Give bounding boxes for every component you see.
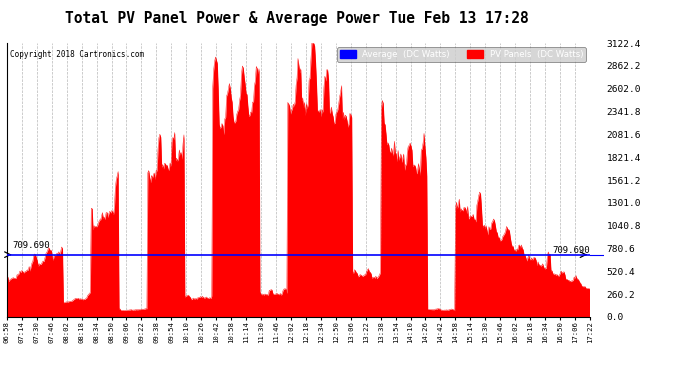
Legend: Average  (DC Watts), PV Panels  (DC Watts): Average (DC Watts), PV Panels (DC Watts) [337,47,586,62]
Text: 709.690: 709.690 [12,242,50,250]
Text: Copyright 2018 Cartronics.com: Copyright 2018 Cartronics.com [10,50,144,59]
Text: Total PV Panel Power & Average Power Tue Feb 13 17:28: Total PV Panel Power & Average Power Tue… [65,11,529,26]
Text: 709.690: 709.690 [552,246,590,255]
